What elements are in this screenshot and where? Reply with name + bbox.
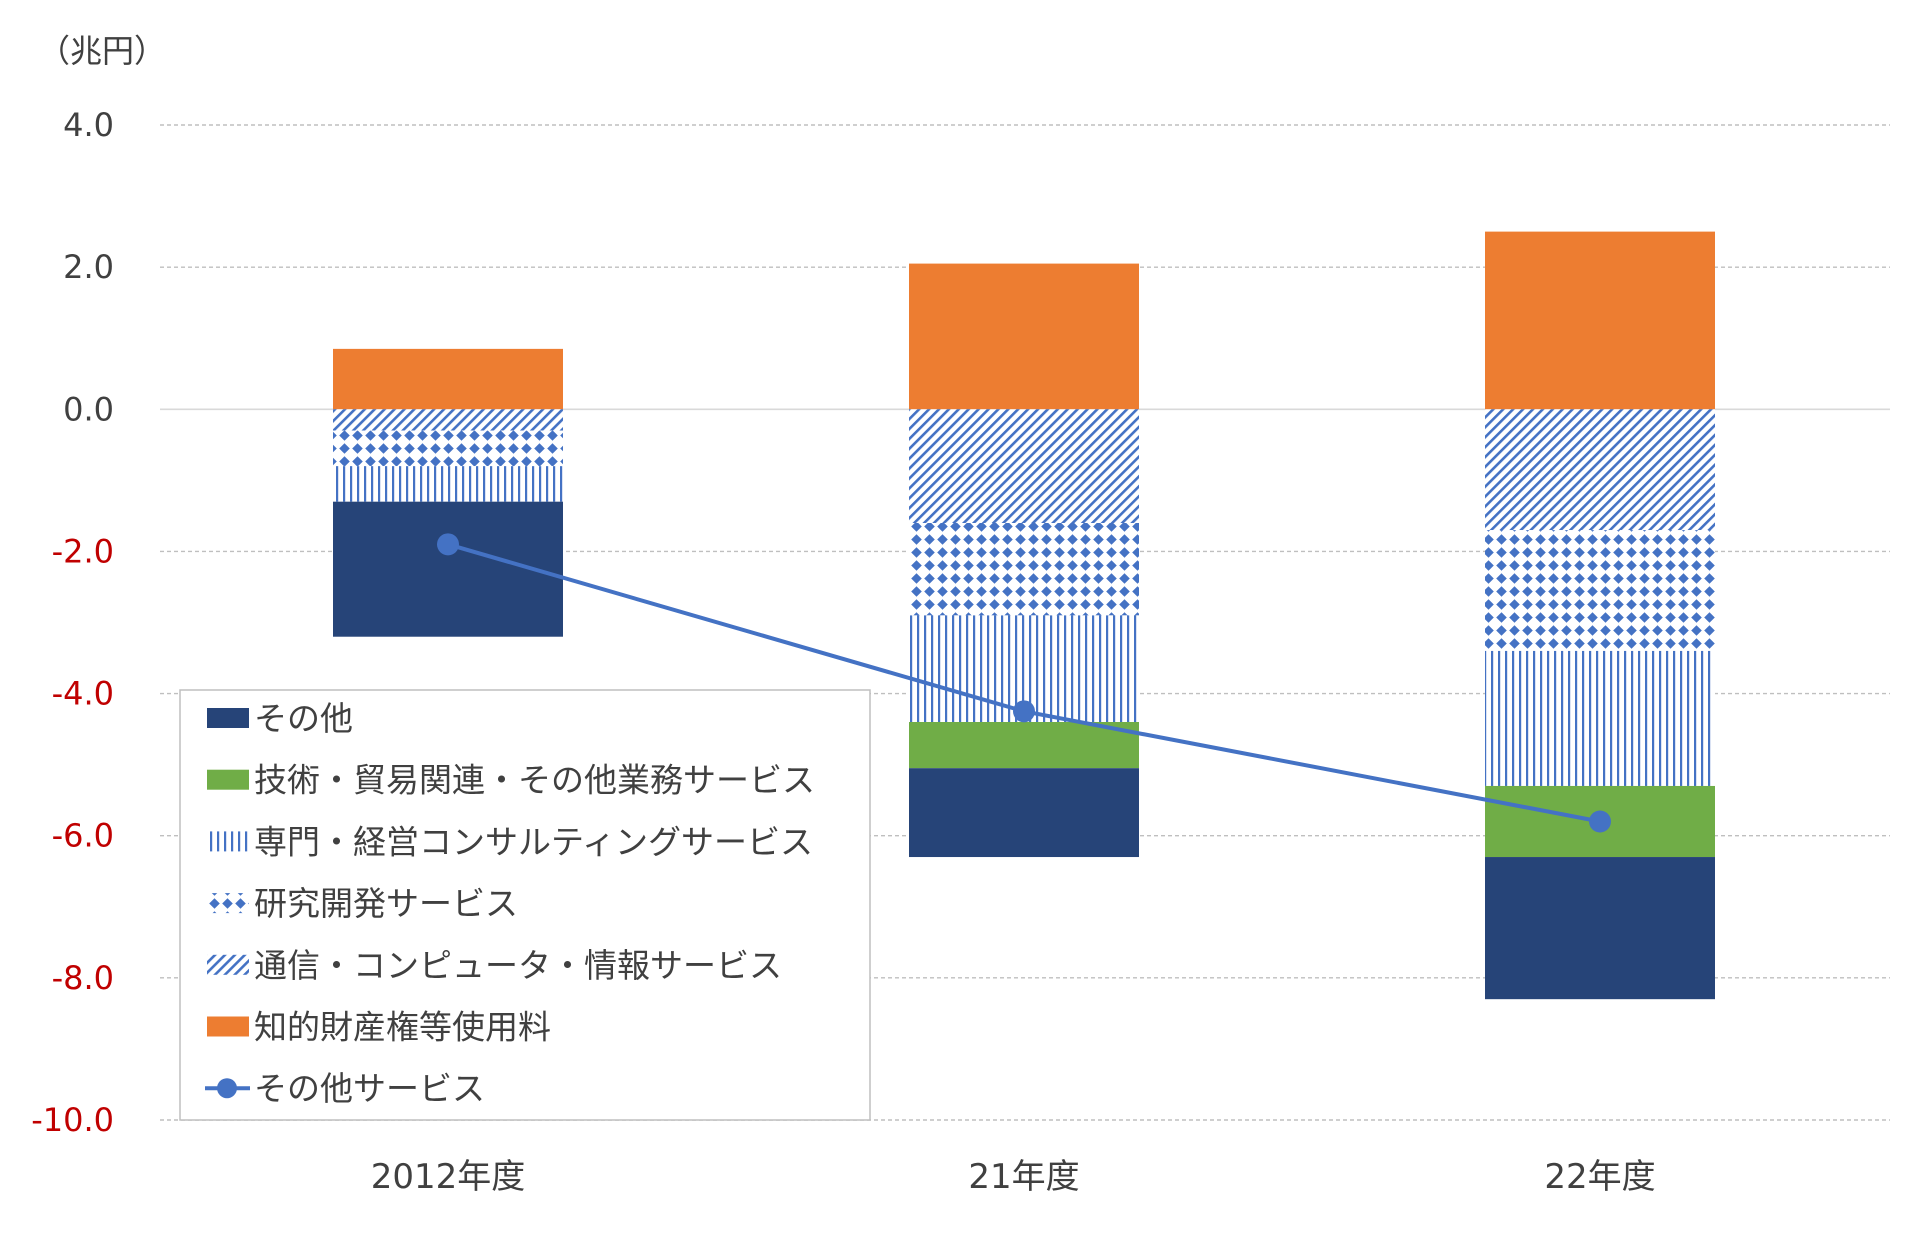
legend-label: 通信・コンピュータ・情報サービス xyxy=(254,946,782,985)
bar-stack xyxy=(1485,231,1715,1000)
legend-label: その他サービス xyxy=(254,1069,485,1108)
series-point xyxy=(1589,810,1611,833)
legend-box xyxy=(179,689,871,1121)
legend-item: その他 xyxy=(207,699,353,738)
legend-item: その他サービス xyxy=(205,1069,485,1108)
legend-item: 研究開発サービス xyxy=(207,884,518,923)
y-tick-label: -6.0 xyxy=(52,817,114,855)
legend-label: 研究開発サービス xyxy=(254,884,518,923)
legend-label: その他 xyxy=(254,699,353,738)
bar-segment-series-6 xyxy=(1485,857,1715,1000)
bar-segment-series-2 xyxy=(1485,409,1715,531)
legend-item: 知的財産権等使用料 xyxy=(207,1008,551,1047)
bar-stack xyxy=(909,263,1139,858)
bar-segment-series-1 xyxy=(909,263,1139,410)
bar-segment-series-3 xyxy=(1485,530,1715,651)
legend-swatch-marker xyxy=(217,1078,237,1099)
legend-swatch xyxy=(207,769,249,790)
y-tick-label: -4.0 xyxy=(52,675,114,713)
bar-segment-series-4 xyxy=(1485,650,1715,786)
legend-swatch xyxy=(207,708,249,728)
legend: その他技術・貿易関連・その他業務サービス専門・経営コンサルティングサービス研究開… xyxy=(179,689,871,1121)
legend-swatch xyxy=(207,1016,249,1037)
bars xyxy=(333,231,1715,1000)
legend-label: 知的財産権等使用料 xyxy=(254,1008,551,1047)
y-tick-label: 4.0 xyxy=(63,106,114,144)
bar-segment-series-3 xyxy=(333,430,563,467)
y-axis-unit-label: （兆円） xyxy=(38,32,166,70)
line-series xyxy=(437,533,1611,833)
legend-item: 専門・経営コンサルティングサービス xyxy=(207,822,813,861)
bar-segment-series-6 xyxy=(909,768,1139,858)
bar-segment-series-4 xyxy=(333,466,563,502)
bar-segment-series-1 xyxy=(1485,231,1715,410)
legend-label: 技術・貿易関連・その他業務サービス xyxy=(254,761,815,800)
y-axis-ticks: 4.0 2.0 0.0 -2.0 -4.0 -6.0 -8.0 -10.0 xyxy=(31,106,114,1139)
y-tick-label: 0.0 xyxy=(63,390,114,428)
legend-label: 専門・経営コンサルティングサービス xyxy=(254,822,813,861)
bar-segment-series-1 xyxy=(333,348,563,410)
x-category-label: 21年度 xyxy=(968,1157,1079,1197)
y-tick-label: -10.0 xyxy=(31,1101,114,1139)
y-tick-label: 2.0 xyxy=(63,248,114,286)
legend-swatch xyxy=(207,893,249,914)
legend-item: 技術・貿易関連・その他業務サービス xyxy=(207,761,815,800)
y-tick-label: -8.0 xyxy=(52,959,114,997)
x-category-label: 22年度 xyxy=(1544,1157,1655,1197)
y-tick-label: -2.0 xyxy=(52,532,114,570)
x-category-label: 2012年度 xyxy=(371,1157,526,1197)
x-axis-categories: 2012年度 21年度 22年度 xyxy=(371,1157,1656,1197)
series-point xyxy=(1013,700,1035,723)
bar-stack xyxy=(333,348,563,637)
legend-swatch xyxy=(207,954,249,975)
bar-segment-series-2 xyxy=(909,409,1139,523)
legend-swatch xyxy=(207,831,249,852)
legend-item: 通信・コンピュータ・情報サービス xyxy=(207,946,782,985)
bar-segment-series-6 xyxy=(333,501,563,637)
bar-segment-series-5 xyxy=(909,722,1139,769)
bar-segment-series-3 xyxy=(909,523,1139,616)
bar-segment-series-2 xyxy=(333,409,563,431)
series-point xyxy=(437,533,459,556)
